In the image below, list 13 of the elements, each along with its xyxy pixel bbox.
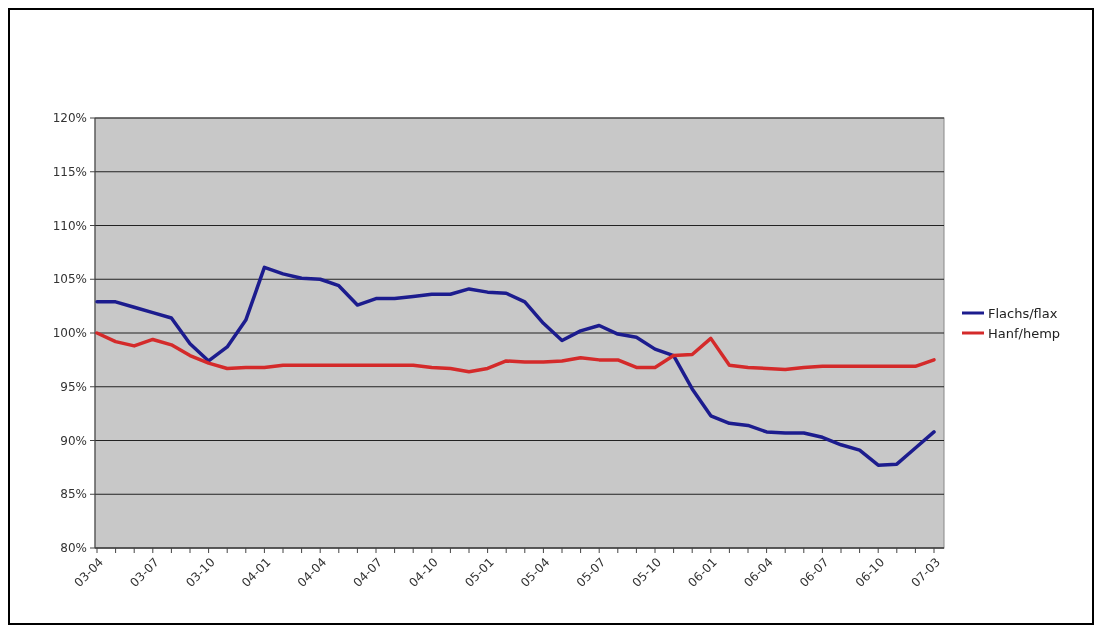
y-tick-label: 115% [52,164,87,179]
legend-label: Flachs/flax [988,305,1058,321]
y-tick-label: 120% [52,111,87,126]
line-series [95,265,936,467]
legend-label: Hanf/hemp [988,325,1061,341]
y-tick-label: 100% [52,326,87,341]
y-tick-label: 90% [60,433,87,448]
y-tick-label: 85% [60,487,87,502]
y-tick-label: 105% [52,272,87,287]
line-series [95,331,936,374]
y-tick-label: 80% [60,541,87,556]
y-tick-label: 110% [52,218,87,233]
y-tick-label: 95% [60,379,87,394]
